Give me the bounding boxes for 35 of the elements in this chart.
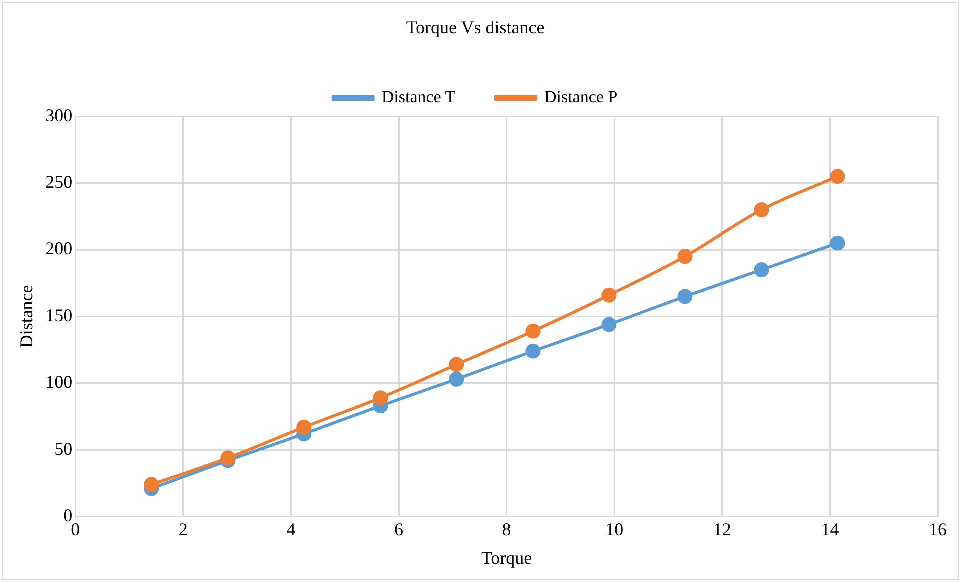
- point: [754, 202, 770, 218]
- x-tick-label: 6: [394, 519, 404, 540]
- point: [678, 249, 693, 264]
- legend-label: Distance P: [544, 88, 618, 107]
- point: [526, 324, 541, 339]
- point: [754, 262, 770, 278]
- y-tick-label: 200: [46, 238, 73, 259]
- point: [602, 317, 617, 332]
- y-tick-label: 300: [46, 105, 73, 126]
- point: [449, 357, 464, 372]
- legend-label: Distance T: [382, 88, 456, 107]
- y-tick-label: 250: [46, 172, 73, 192]
- x-tick-label: 2: [178, 519, 188, 540]
- point: [449, 372, 464, 387]
- x-tick-label: 16: [929, 519, 947, 540]
- x-axis-title: Torque: [481, 548, 532, 568]
- point: [373, 390, 388, 406]
- point: [830, 169, 846, 184]
- x-tick-label: 10: [606, 519, 624, 540]
- y-axis-title: Distance: [16, 285, 37, 348]
- point: [830, 236, 846, 251]
- x-tick-label: 8: [502, 519, 512, 540]
- x-tick-label: 4: [286, 519, 296, 540]
- x-tick-label: 14: [821, 519, 840, 540]
- point: [678, 289, 693, 304]
- point: [296, 420, 312, 435]
- point: [602, 288, 617, 303]
- y-tick-label: 100: [46, 372, 73, 392]
- y-tick-label: 150: [46, 305, 73, 326]
- y-tick-label: 0: [64, 506, 73, 526]
- chart-title: Torque Vs distance: [406, 18, 545, 38]
- x-tick-label: 12: [713, 519, 732, 540]
- point: [526, 344, 541, 359]
- y-tick-label: 50: [54, 438, 73, 459]
- point: [144, 477, 160, 492]
